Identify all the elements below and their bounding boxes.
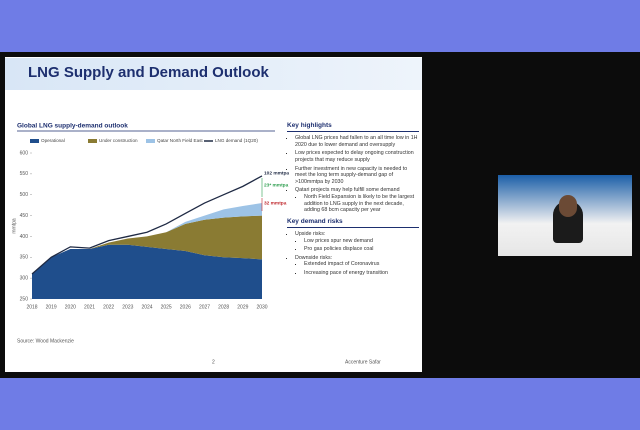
x-tick-label: 2020 — [65, 304, 76, 310]
bullet-list: Upside risks:Low prices spur new demandP… — [287, 231, 419, 277]
area — [32, 203, 262, 274]
section-heading: Key highlights — [287, 122, 419, 133]
bullet: Low prices expected to delay ongoing con… — [295, 150, 419, 163]
bullet-text: Further investment in new capacity is ne… — [295, 165, 408, 185]
y-tick-label: 450 — [20, 213, 29, 219]
x-tick-label: 2030 — [256, 304, 267, 310]
section-heading: Key demand risks — [287, 218, 419, 228]
annotation: 23* mmtpa — [264, 182, 289, 188]
presenter: Accenture Safar — [345, 359, 381, 365]
bullet-text: Low prices expected to delay ongoing con… — [295, 150, 414, 163]
sub-bullet: Extended impact of Coronavirus — [304, 261, 419, 268]
slide-title-band — [5, 58, 422, 90]
bullet-text: Qatari projects may help fulfill some de… — [295, 187, 400, 194]
x-tick-label: 2024 — [141, 304, 152, 310]
chart-title: Global LNG supply-demand outlook — [17, 123, 128, 130]
area — [32, 244, 262, 299]
bullet: Downside risks:Extended impact of Corona… — [295, 255, 419, 277]
y-tick-label: 400 — [20, 234, 29, 240]
legend-swatch — [88, 139, 97, 143]
bullet: Upside risks:Low prices spur new demandP… — [295, 231, 419, 253]
sub-list: North Field Expansion is likely to be th… — [295, 194, 419, 214]
y-tick-label: 250 — [20, 296, 29, 302]
bullet-list: Global LNG prices had fallen to an all t… — [287, 135, 419, 214]
y-axis-label: mmtpa — [11, 218, 17, 234]
x-tick-label: 2021 — [84, 304, 95, 310]
webcam-feed — [498, 175, 632, 256]
side-panel: Key highlights Global LNG prices had fall… — [287, 118, 419, 279]
legend-label: LNG demand (1Q20) — [215, 138, 258, 143]
x-tick-label: 2026 — [180, 304, 191, 310]
y-tick-label: 300 — [20, 275, 29, 281]
speaker-face — [559, 195, 577, 217]
sub-list: Low prices spur new demandPro gas polici… — [295, 238, 419, 253]
page-number: 2 — [212, 359, 215, 365]
legend-label: Qatar North Field East — [157, 138, 203, 143]
legend-label: Operational — [41, 138, 65, 143]
bullet-text: Downside risks: — [295, 254, 333, 261]
annotation: 32 mmtpa — [264, 200, 287, 206]
y-tick-label: 550 — [20, 171, 29, 177]
x-tick-label: 2029 — [237, 304, 248, 310]
sub-bullet: Pro gas policies displace coal — [304, 246, 419, 253]
sub-bullet: North Field Expansion is likely to be th… — [304, 194, 419, 214]
legend-swatch — [30, 139, 39, 143]
slide-title: LNG Supply and Demand Outlook — [28, 64, 269, 81]
bullet: Qatari projects may help fulfill some de… — [295, 187, 419, 213]
area — [32, 215, 262, 274]
x-tick-label: 2023 — [122, 304, 133, 310]
sub-bullet: Low prices spur new demand — [304, 238, 419, 245]
y-tick-label: 500 — [20, 192, 29, 198]
bullet-text: Global LNG prices had fallen to an all t… — [295, 135, 418, 148]
legend-swatch — [146, 139, 155, 143]
bullet-text: Upside risks: — [295, 230, 326, 237]
bullet: Further investment in new capacity is ne… — [295, 166, 419, 186]
demand-line — [31, 175, 263, 275]
x-tick-label: 2022 — [103, 304, 114, 310]
y-tick-label: 600 — [20, 150, 29, 156]
x-tick-label: 2019 — [46, 304, 57, 310]
source: Source: Wood Mackenzie — [17, 338, 74, 344]
x-tick-label: 2028 — [218, 304, 229, 310]
sub-bullet: Increasing pace of energy transition — [304, 270, 419, 277]
x-tick-label: 2018 — [26, 304, 37, 310]
annotation: 102 mmtpa — [264, 170, 289, 176]
sub-list: Extended impact of Coronavirus Increasing… — [295, 261, 419, 276]
x-tick-label: 2025 — [161, 304, 172, 310]
y-tick-label: 350 — [20, 255, 29, 261]
legend-label: Under construction — [99, 138, 138, 143]
bullet: Global LNG prices had fallen to an all t… — [295, 135, 419, 148]
x-tick-label: 2027 — [199, 304, 210, 310]
